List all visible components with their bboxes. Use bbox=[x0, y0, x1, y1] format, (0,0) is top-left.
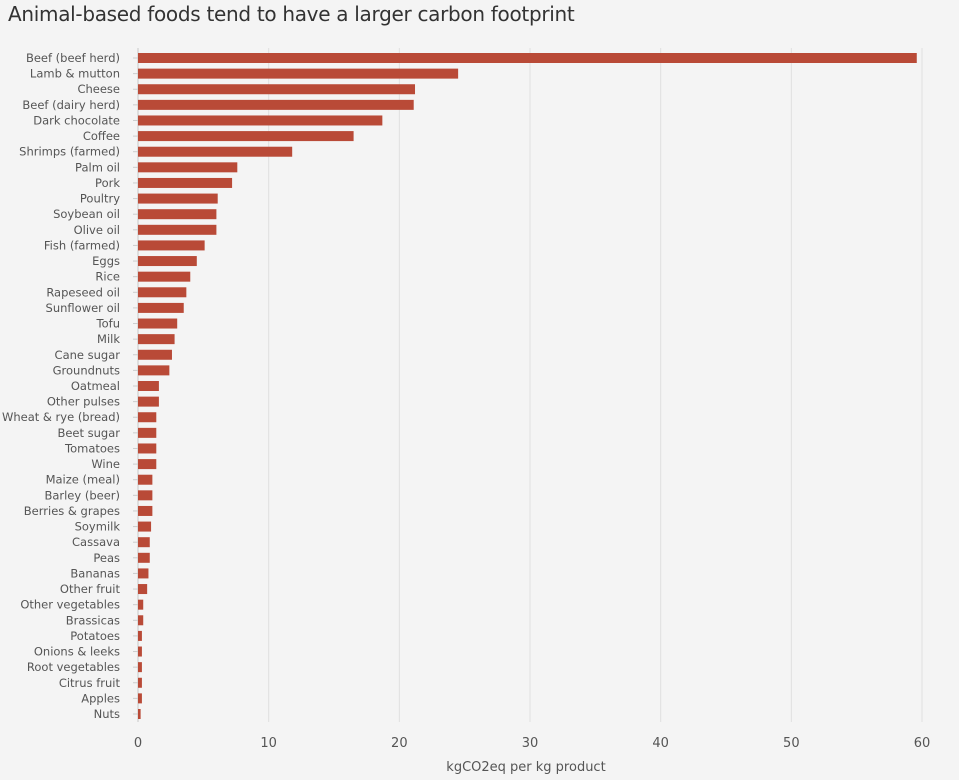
category-label: Beef (dairy herd) bbox=[22, 98, 120, 112]
bar bbox=[138, 115, 383, 126]
bar bbox=[138, 68, 459, 79]
bar bbox=[138, 693, 142, 704]
category-label: Olive oil bbox=[74, 223, 120, 237]
bar bbox=[138, 568, 149, 579]
bar bbox=[138, 381, 159, 391]
x-tick-label: 50 bbox=[783, 736, 800, 751]
bar bbox=[138, 474, 153, 485]
category-label: Peas bbox=[93, 551, 120, 565]
bar bbox=[138, 240, 205, 251]
category-label: Pork bbox=[95, 176, 120, 190]
category-label: Wine bbox=[91, 457, 120, 471]
category-label: Beet sugar bbox=[57, 426, 120, 440]
x-tick-label: 30 bbox=[522, 736, 539, 751]
bar bbox=[138, 584, 148, 595]
bar bbox=[138, 334, 175, 345]
bar bbox=[138, 99, 414, 110]
x-tick-label: 0 bbox=[134, 736, 142, 751]
bar bbox=[138, 490, 153, 501]
bar bbox=[138, 349, 172, 360]
bar bbox=[138, 615, 144, 626]
bar bbox=[138, 365, 170, 376]
category-label: Poultry bbox=[80, 192, 120, 206]
bar bbox=[138, 131, 354, 142]
bar bbox=[138, 552, 150, 563]
bar bbox=[138, 177, 233, 188]
bar bbox=[138, 146, 293, 157]
category-label: Tomatoes bbox=[64, 441, 120, 455]
bar bbox=[138, 224, 217, 235]
category-label: Rice bbox=[95, 270, 120, 284]
category-label: Maize (meal) bbox=[46, 473, 120, 487]
category-label: Berries & grapes bbox=[24, 504, 120, 518]
bar bbox=[138, 396, 159, 407]
x-tick-label: 10 bbox=[260, 736, 277, 751]
chart-title: Animal-based foods tend to have a larger… bbox=[8, 2, 575, 26]
x-tick-label: 20 bbox=[391, 736, 408, 751]
bar bbox=[138, 412, 157, 423]
category-label: Nuts bbox=[94, 707, 120, 721]
bar bbox=[138, 287, 187, 298]
bar bbox=[138, 709, 141, 719]
bar bbox=[138, 662, 142, 673]
category-label: Eggs bbox=[92, 254, 120, 268]
category-label: Rapeseed oil bbox=[46, 285, 120, 299]
bar bbox=[138, 302, 184, 313]
category-label: Brassicas bbox=[66, 613, 120, 627]
category-label: Coffee bbox=[83, 129, 120, 143]
category-label: Soymilk bbox=[75, 520, 121, 534]
category-label: Soybean oil bbox=[53, 207, 120, 221]
category-label: Wheat & rye (bread) bbox=[2, 410, 120, 424]
bar bbox=[138, 162, 238, 173]
x-tick-label: 40 bbox=[652, 736, 669, 751]
bar bbox=[138, 256, 197, 267]
category-label: Root vegetables bbox=[27, 660, 120, 674]
bar bbox=[138, 427, 157, 438]
category-label: Dark chocolate bbox=[33, 113, 120, 127]
bar bbox=[138, 193, 218, 204]
category-label: Shrimps (farmed) bbox=[19, 145, 120, 159]
category-label: Citrus fruit bbox=[59, 676, 121, 690]
bar bbox=[138, 646, 142, 657]
category-label: Bananas bbox=[70, 566, 120, 580]
category-label: Oatmeal bbox=[71, 379, 120, 393]
category-label: Beef (beef herd) bbox=[26, 51, 120, 65]
bar bbox=[138, 459, 157, 470]
bar bbox=[138, 271, 191, 282]
bar bbox=[138, 53, 917, 63]
category-label: Onions & leeks bbox=[34, 645, 120, 659]
category-label: Fish (farmed) bbox=[44, 238, 120, 252]
category-label: Milk bbox=[97, 332, 120, 346]
bar bbox=[138, 630, 142, 641]
bar bbox=[138, 599, 144, 610]
bar bbox=[138, 84, 416, 95]
bar bbox=[138, 209, 217, 220]
category-label: Sunflower oil bbox=[46, 301, 120, 315]
bar bbox=[138, 677, 142, 688]
category-label: Other pulses bbox=[47, 395, 120, 409]
category-label: Tofu bbox=[96, 317, 120, 331]
bar bbox=[138, 537, 150, 548]
category-label: Potatoes bbox=[70, 629, 120, 643]
category-label: Other fruit bbox=[60, 582, 121, 596]
x-tick-label: 60 bbox=[914, 736, 931, 751]
category-label: Palm oil bbox=[75, 160, 120, 174]
category-label: Cheese bbox=[77, 82, 120, 96]
category-label: Barley (beer) bbox=[44, 488, 120, 502]
bar bbox=[138, 505, 153, 516]
bar bbox=[138, 318, 178, 329]
category-label: Groundnuts bbox=[53, 363, 120, 377]
category-label: Other vegetables bbox=[20, 598, 120, 612]
bar bbox=[138, 521, 152, 532]
category-label: Cane sugar bbox=[55, 348, 121, 362]
category-label: Apples bbox=[81, 691, 120, 705]
category-label: Cassava bbox=[72, 535, 120, 549]
bar bbox=[138, 443, 157, 454]
x-axis-label: kgCO2eq per kg product bbox=[446, 760, 605, 775]
category-label: Lamb & mutton bbox=[30, 67, 120, 81]
